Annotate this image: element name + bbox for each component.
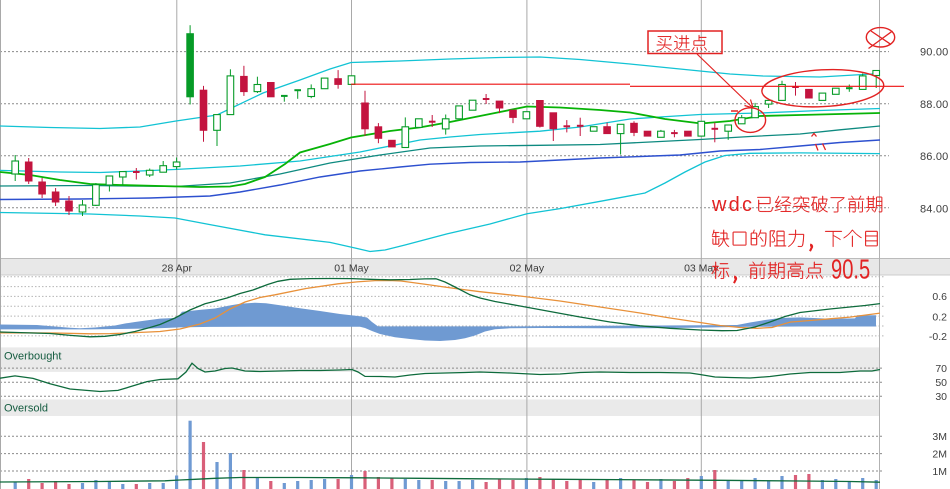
- svg-text:03 May: 03 May: [684, 263, 719, 275]
- svg-text:84.00: 84.00: [920, 203, 949, 215]
- svg-text:70: 70: [935, 363, 947, 375]
- svg-text:wdc: wdc: [711, 194, 754, 216]
- svg-text:Overbought: Overbought: [4, 351, 61, 363]
- svg-text:0.6: 0.6: [932, 291, 947, 303]
- svg-text:90.5: 90.5: [831, 254, 870, 285]
- svg-text:86.00: 86.00: [920, 151, 949, 163]
- svg-text:-0.2: -0.2: [929, 331, 947, 343]
- svg-text:2M: 2M: [932, 449, 947, 461]
- svg-text:50: 50: [935, 377, 947, 389]
- svg-text:88.00: 88.00: [920, 99, 949, 111]
- svg-text:0.2: 0.2: [932, 311, 947, 323]
- svg-text:28 Apr: 28 Apr: [162, 263, 193, 275]
- svg-text:90.00: 90.00: [920, 47, 949, 59]
- svg-text:30: 30: [935, 391, 947, 403]
- svg-text:Oversold: Oversold: [4, 403, 48, 415]
- svg-text:01 May: 01 May: [334, 263, 369, 275]
- svg-text:1M: 1M: [932, 466, 947, 478]
- svg-text:02 May: 02 May: [510, 263, 545, 275]
- svg-text:3M: 3M: [932, 431, 947, 443]
